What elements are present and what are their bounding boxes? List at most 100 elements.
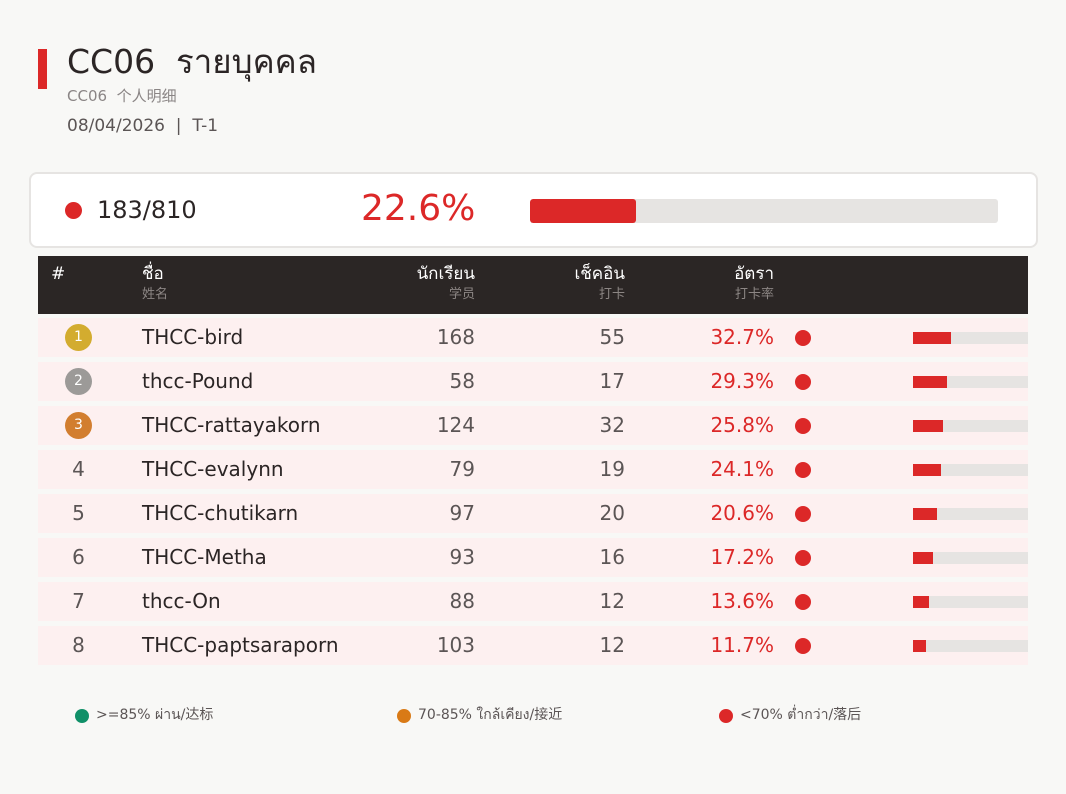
row-rate-fill <box>913 332 951 344</box>
row-rate-bar <box>913 552 1028 564</box>
row-status-dot <box>795 550 811 566</box>
row-rate-bar <box>913 596 1028 608</box>
medal-bronze-badge: 3 <box>65 412 92 439</box>
legend-behind-dot <box>719 709 733 723</box>
row-rate-fill <box>913 420 943 432</box>
row-rank: 5 <box>72 501 85 525</box>
row-checkins: 17 <box>599 369 625 393</box>
legend-pass-label: >=85% ผ่าน/达标 <box>96 707 214 723</box>
row-name: thcc-On <box>142 589 221 613</box>
row-rank: 6 <box>72 545 85 569</box>
row-rate: 11.7% <box>710 633 774 657</box>
table-row: 8 THCC-paptsaraporn 103 12 11.7% <box>38 626 1028 665</box>
row-rank: 8 <box>72 633 85 657</box>
medal-gold-badge: 1 <box>65 324 92 351</box>
row-rate: 32.7% <box>710 325 774 349</box>
row-rate: 25.8% <box>710 413 774 437</box>
row-name: THCC-Metha <box>142 545 267 569</box>
row-status-dot <box>795 462 811 478</box>
row-rate-fill <box>913 464 941 476</box>
row-students: 103 <box>436 633 475 657</box>
row-name: THCC-chutikarn <box>142 501 299 525</box>
page-title: CC06 รายบุคคล <box>67 42 317 81</box>
row-students: 79 <box>449 457 475 481</box>
row-checkins: 55 <box>599 325 625 349</box>
row-rate-bar <box>913 508 1028 520</box>
row-rate-bar <box>913 376 1028 388</box>
table-row: 3 THCC-rattayakorn 124 32 25.8% <box>38 406 1028 445</box>
row-name: THCC-rattayakorn <box>142 413 321 437</box>
row-rank: 4 <box>72 457 85 481</box>
col-students: นักเรียน 学员 <box>375 263 475 304</box>
row-rate-fill <box>913 552 933 564</box>
row-rate-fill <box>913 376 947 388</box>
row-checkins: 16 <box>599 545 625 569</box>
row-status-dot <box>795 418 811 434</box>
legend-near-label: 70-85% ใกล้เคียง/接近 <box>418 707 563 723</box>
col-name-label: ชื่อ <box>142 264 164 284</box>
table-row: 7 thcc-On 88 12 13.6% <box>38 582 1028 621</box>
row-name: THCC-paptsaraporn <box>142 633 339 657</box>
col-checkins: เช็คอิน 打卡 <box>525 263 625 304</box>
col-name: ชื่อ 姓名 <box>142 263 168 304</box>
row-checkins: 19 <box>599 457 625 481</box>
col-students-sub: 学员 <box>448 287 475 302</box>
row-rate: 20.6% <box>710 501 774 525</box>
table-row: 5 THCC-chutikarn 97 20 20.6% <box>38 494 1028 533</box>
col-checkins-label: เช็คอิน <box>574 264 625 284</box>
title-accent-bar <box>38 49 47 89</box>
table-row: 1 THCC-bird 168 55 32.7% <box>38 318 1028 357</box>
row-students: 168 <box>436 325 475 349</box>
row-rate: 29.3% <box>710 369 774 393</box>
report-date: 08/04/2026 | T-1 <box>67 116 219 136</box>
row-rate: 13.6% <box>710 589 774 613</box>
row-name: thcc-Pound <box>142 369 254 393</box>
row-status-dot <box>795 506 811 522</box>
summary-percent: 22.6% <box>361 188 476 229</box>
row-checkins: 12 <box>599 633 625 657</box>
row-rate-fill <box>913 640 927 652</box>
row-status-dot <box>795 638 811 654</box>
row-rank: 7 <box>72 589 85 613</box>
medal-silver-badge: 2 <box>65 368 92 395</box>
col-name-sub: 姓名 <box>142 287 169 302</box>
legend-near-dot <box>397 709 411 723</box>
row-status-dot <box>795 374 811 390</box>
row-rate-fill <box>913 596 929 608</box>
col-rate-sub: 打卡率 <box>734 287 774 302</box>
row-rate: 17.2% <box>710 545 774 569</box>
summary-count: 183/810 <box>97 196 197 224</box>
table-row: 4 THCC-evalynn 79 19 24.1% <box>38 450 1028 489</box>
row-checkins: 32 <box>599 413 625 437</box>
row-students: 88 <box>449 589 475 613</box>
row-checkins: 12 <box>599 589 625 613</box>
col-rate: อัตรา 打卡率 <box>674 263 774 304</box>
row-rate-bar <box>913 640 1028 652</box>
page-subtitle: CC06 个人明细 <box>67 87 177 105</box>
row-name: THCC-bird <box>142 325 244 349</box>
row-students: 58 <box>449 369 475 393</box>
col-students-label: นักเรียน <box>416 264 475 284</box>
row-rate-bar <box>913 420 1028 432</box>
row-students: 97 <box>449 501 475 525</box>
summary-progress-fill <box>530 199 636 223</box>
col-checkins-sub: 打卡 <box>598 287 625 302</box>
row-rate-fill <box>913 508 937 520</box>
table-row: 2 thcc-Pound 58 17 29.3% <box>38 362 1028 401</box>
summary-status-dot <box>65 202 82 219</box>
row-students: 93 <box>449 545 475 569</box>
ranking-table: # ชื่อ 姓名 นักเรียน 学员 เช็คอิน 打卡 อัตรา 打… <box>38 256 1028 665</box>
table-row: 6 THCC-Metha 93 16 17.2% <box>38 538 1028 577</box>
row-status-dot <box>795 330 811 346</box>
table-header: # ชื่อ 姓名 นักเรียน 学员 เช็คอิน 打卡 อัตรา 打… <box>38 256 1028 314</box>
summary-card: 183/810 22.6% <box>29 172 1038 248</box>
summary-progress-bar <box>530 199 998 223</box>
col-rank: # <box>51 264 66 284</box>
row-students: 124 <box>436 413 475 437</box>
col-rate-label: อัตรา <box>734 264 774 284</box>
row-rate: 24.1% <box>710 457 774 481</box>
row-name: THCC-evalynn <box>142 457 284 481</box>
legend-behind-label: <70% ต่ำกว่า/落后 <box>740 707 862 723</box>
row-rate-bar <box>913 332 1028 344</box>
legend-pass-dot <box>75 709 89 723</box>
